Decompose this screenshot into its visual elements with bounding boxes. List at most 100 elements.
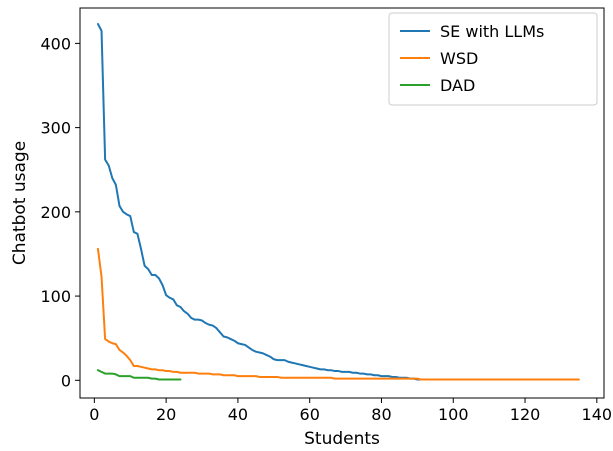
data-point-se-with-llms (276, 359, 278, 361)
data-point-wsd (165, 370, 167, 372)
data-point-se-with-llms (377, 374, 379, 376)
data-point-se-with-llms (312, 367, 314, 369)
data-point-se-with-llms (294, 362, 296, 364)
data-point-se-with-llms (291, 362, 293, 364)
data-point-wsd (154, 368, 156, 370)
data-point-wsd (334, 378, 336, 380)
y-tick-label: 300 (40, 119, 71, 138)
data-point-wsd (330, 377, 332, 379)
data-point-se-with-llms (237, 342, 239, 344)
data-point-se-with-llms (201, 320, 203, 322)
data-point-wsd (345, 378, 347, 380)
data-point-wsd (574, 378, 576, 380)
data-point-wsd (456, 378, 458, 380)
data-point-wsd (488, 378, 490, 380)
data-point-se-with-llms (172, 298, 174, 300)
data-point-wsd (251, 375, 253, 377)
legend-label-se-with-llms: SE with LLMs (440, 22, 544, 41)
data-point-wsd (445, 378, 447, 380)
data-point-wsd (549, 378, 551, 380)
data-point-wsd (208, 373, 210, 375)
data-point-wsd (395, 378, 397, 380)
data-point-wsd (431, 378, 433, 380)
data-point-se-with-llms (97, 23, 99, 25)
data-point-se-with-llms (129, 215, 131, 217)
data-point-wsd (212, 373, 214, 375)
data-point-wsd (237, 375, 239, 377)
data-point-se-with-llms (151, 274, 153, 276)
y-tick-label: 200 (40, 203, 71, 222)
data-point-wsd (477, 378, 479, 380)
data-point-se-with-llms (187, 313, 189, 315)
data-point-wsd (413, 378, 415, 380)
data-point-wsd (337, 378, 339, 380)
data-point-wsd (309, 377, 311, 379)
data-point-dad (129, 375, 131, 377)
data-point-wsd (517, 378, 519, 380)
legend: SE with LLMs WSD DAD (388, 12, 598, 106)
data-point-se-with-llms (101, 30, 103, 32)
data-point-se-with-llms (363, 373, 365, 375)
data-point-se-with-llms (212, 325, 214, 327)
data-point-se-with-llms (302, 364, 304, 366)
data-point-wsd (513, 378, 515, 380)
series-line-dad (96, 369, 182, 381)
data-point-se-with-llms (273, 358, 275, 360)
data-point-se-with-llms (380, 375, 382, 377)
data-point-wsd (187, 372, 189, 374)
data-point-wsd (219, 373, 221, 375)
data-point-wsd (323, 377, 325, 379)
data-point-wsd (531, 378, 533, 380)
data-point-wsd (424, 378, 426, 380)
data-point-wsd (341, 378, 343, 380)
data-point-wsd (291, 377, 293, 379)
legend-label-wsd: WSD (440, 49, 478, 68)
data-point-wsd (183, 372, 185, 374)
data-point-se-with-llms (147, 268, 149, 270)
data-point-wsd (158, 369, 160, 371)
data-point-wsd (377, 378, 379, 380)
data-point-wsd (373, 378, 375, 380)
data-point-wsd (287, 377, 289, 379)
data-point-wsd (302, 377, 304, 379)
data-point-wsd (542, 378, 544, 380)
data-point-wsd (118, 349, 120, 351)
y-tick-label: 0 (61, 371, 71, 390)
data-point-wsd (101, 276, 103, 278)
data-point-wsd (230, 374, 232, 376)
x-tick-label: 120 (510, 405, 541, 424)
data-point-se-with-llms (115, 184, 117, 186)
data-point-wsd (266, 376, 268, 378)
data-point-wsd (255, 375, 257, 377)
data-point-se-with-llms (194, 319, 196, 321)
data-point-wsd (115, 343, 117, 345)
data-point-se-with-llms (258, 352, 260, 354)
data-point-se-with-llms (280, 359, 282, 361)
data-point-wsd (284, 377, 286, 379)
data-point-wsd (528, 378, 530, 380)
data-point-wsd (226, 374, 228, 376)
data-point-wsd (481, 378, 483, 380)
x-axis: 0 20 40 60 80 100 120 140 (89, 398, 612, 424)
data-point-wsd (169, 370, 171, 372)
data-point-se-with-llms (176, 304, 178, 306)
data-point-wsd (556, 378, 558, 380)
data-point-wsd (409, 378, 411, 380)
data-point-se-with-llms (251, 349, 253, 351)
data-point-wsd (388, 378, 390, 380)
data-point-se-with-llms (230, 338, 232, 340)
data-point-wsd (441, 378, 443, 380)
data-point-wsd (280, 377, 282, 379)
data-point-wsd (485, 378, 487, 380)
data-point-dad (122, 375, 124, 377)
data-point-wsd (248, 375, 250, 377)
data-point-se-with-llms (162, 284, 164, 286)
data-point-wsd (427, 378, 429, 380)
data-point-dad (165, 378, 167, 380)
data-point-wsd (459, 378, 461, 380)
data-point-wsd (402, 378, 404, 380)
data-point-wsd (438, 378, 440, 380)
data-point-wsd (506, 378, 508, 380)
x-axis-title: Students (304, 429, 380, 449)
data-point-se-with-llms (287, 361, 289, 363)
